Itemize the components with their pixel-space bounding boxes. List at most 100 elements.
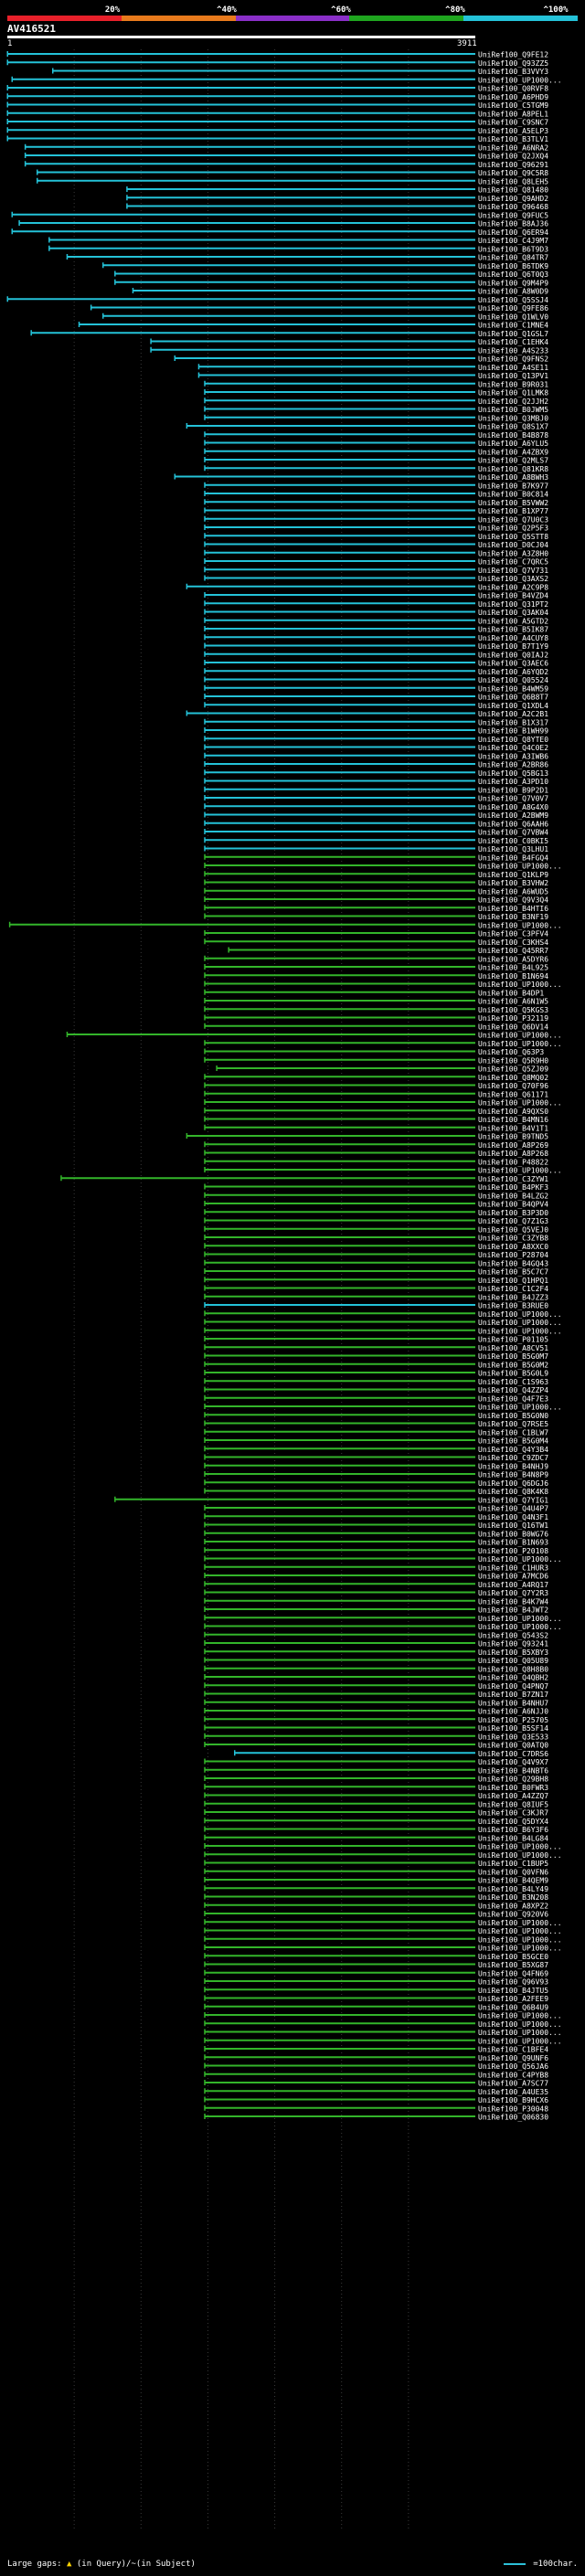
hit-row[interactable]: UniRef100_B3RUE0 bbox=[204, 1302, 548, 1310]
hit-row[interactable]: UniRef100_UP1000... bbox=[204, 1167, 562, 1175]
hit-label[interactable]: UniRef100_Q70F96 bbox=[478, 1082, 548, 1090]
hit-row[interactable]: UniRef100_Q4ZZP4 bbox=[204, 1386, 548, 1394]
hit-label[interactable]: UniRef100_UP1000... bbox=[478, 2029, 562, 2037]
hit-label[interactable]: UniRef100_UP1000... bbox=[478, 2037, 562, 2045]
hit-row[interactable]: UniRef100_A4ZZQ7 bbox=[204, 1792, 548, 1800]
hit-label[interactable]: UniRef100_B4JZZ3 bbox=[478, 1293, 548, 1301]
hit-row[interactable]: UniRef100_Q9FNS2 bbox=[174, 355, 548, 364]
hit-label[interactable]: UniRef100_Q1XDL4 bbox=[478, 702, 548, 710]
hit-label[interactable]: UniRef100_Q4F7E3 bbox=[478, 1394, 548, 1403]
hit-row[interactable]: UniRef100_B4JZZ3 bbox=[204, 1293, 548, 1301]
hit-label[interactable]: UniRef100_A4SE11 bbox=[478, 364, 548, 372]
hit-row[interactable]: UniRef100_B1XP77 bbox=[204, 507, 548, 515]
hit-row[interactable]: UniRef100_B4DP1 bbox=[204, 989, 544, 997]
hit-row[interactable]: UniRef100_A2BR86 bbox=[204, 761, 548, 769]
hit-row[interactable]: UniRef100_A4SE11 bbox=[197, 364, 548, 372]
hit-label[interactable]: UniRef100_A8XXC0 bbox=[478, 1243, 548, 1251]
hit-row[interactable]: UniRef100_Q3MBJ0 bbox=[204, 414, 548, 422]
hit-label[interactable]: UniRef100_C3KJR7 bbox=[478, 1809, 548, 1818]
hit-row[interactable]: UniRef100_Q0RVF8 bbox=[6, 85, 548, 93]
hit-row[interactable]: UniRef100_A2FEE9 bbox=[204, 1995, 548, 2003]
hit-label[interactable]: UniRef100_Q4PNQ7 bbox=[478, 1682, 548, 1691]
hit-label[interactable]: UniRef100_Q06830 bbox=[478, 2114, 548, 2122]
hit-label[interactable]: UniRef100_Q9FE86 bbox=[478, 304, 548, 313]
hit-label[interactable]: UniRef100_A6NRA2 bbox=[478, 143, 548, 152]
hit-label[interactable]: UniRef100_Q7Z1G3 bbox=[478, 1217, 548, 1225]
hit-label[interactable]: UniRef100_A8G4X0 bbox=[478, 803, 548, 811]
hit-label[interactable]: UniRef100_C5TGM9 bbox=[478, 101, 548, 110]
hit-row[interactable]: UniRef100_B4JTU5 bbox=[204, 1987, 548, 1995]
hit-label[interactable]: UniRef100_Q920V6 bbox=[478, 1911, 548, 1919]
hit-label[interactable]: UniRef100_B3RUE0 bbox=[478, 1302, 548, 1310]
hit-label[interactable]: UniRef100_A8CV51 bbox=[478, 1344, 548, 1352]
hit-label[interactable]: UniRef100_C3PFV4 bbox=[478, 930, 548, 938]
hit-label[interactable]: UniRef100_C0BKI5 bbox=[478, 837, 548, 845]
hit-label[interactable]: UniRef100_UP1000... bbox=[478, 1615, 562, 1623]
hit-row[interactable]: UniRef100_UP1000... bbox=[204, 1945, 562, 1953]
hit-label[interactable]: UniRef100_A6N1W5 bbox=[478, 998, 548, 1006]
hit-row[interactable]: UniRef100_P30048 bbox=[204, 2104, 548, 2113]
hit-row[interactable]: UniRef100_C5TGM9 bbox=[6, 101, 548, 110]
hit-label[interactable]: UniRef100_P30048 bbox=[478, 2104, 548, 2113]
hit-row[interactable]: UniRef100_Q2P5F3 bbox=[204, 525, 548, 533]
hit-label[interactable]: UniRef100_Q6AAH6 bbox=[478, 820, 548, 828]
hit-row[interactable]: UniRef100_B4LZG2 bbox=[204, 1192, 548, 1200]
hit-label[interactable]: UniRef100_A2C2B1 bbox=[478, 710, 548, 718]
hit-label[interactable]: UniRef100_B4NHJ9 bbox=[478, 1462, 548, 1470]
hit-row[interactable]: UniRef100_P01105 bbox=[204, 1336, 548, 1344]
hit-label[interactable]: UniRef100_C1C2F4 bbox=[478, 1285, 548, 1293]
hit-row[interactable]: UniRef100_Q81480 bbox=[126, 186, 548, 195]
hit-label[interactable]: UniRef100_B0JWM5 bbox=[478, 406, 548, 414]
hit-row[interactable]: UniRef100_A8BWH3 bbox=[174, 473, 548, 482]
hit-label[interactable]: UniRef100_UP1000... bbox=[478, 1167, 562, 1175]
hit-row[interactable]: UniRef100_A9QXS0 bbox=[204, 1108, 548, 1116]
hit-row[interactable]: UniRef100_Q8S1X7 bbox=[186, 423, 548, 431]
hit-row[interactable]: UniRef100_Q7V731 bbox=[204, 567, 548, 575]
hit-label[interactable]: UniRef100_B4LY49 bbox=[478, 1885, 548, 1893]
hit-label[interactable]: UniRef100_Q9FUC5 bbox=[478, 211, 548, 219]
hit-label[interactable]: UniRef100_C4PYB8 bbox=[478, 2071, 548, 2079]
hit-label[interactable]: UniRef100_Q56JA6 bbox=[478, 2062, 548, 2071]
hit-row[interactable]: UniRef100_B5XBY3 bbox=[204, 1648, 548, 1657]
hit-row[interactable]: UniRef100_B0JWM5 bbox=[204, 406, 548, 414]
hit-label[interactable]: UniRef100_B5G0M7 bbox=[478, 1352, 548, 1361]
hit-row[interactable]: UniRef100_B4FGQ4 bbox=[204, 853, 548, 862]
hit-row[interactable]: UniRef100_Q5VEJ0 bbox=[204, 1225, 548, 1234]
hit-row[interactable]: UniRef100_C9ZDC7 bbox=[204, 1454, 548, 1462]
hit-label[interactable]: UniRef100_C3ZYB8 bbox=[478, 1235, 548, 1243]
hit-label[interactable]: UniRef100_Q8IUF5 bbox=[478, 1800, 548, 1808]
hit-row[interactable]: UniRef100_Q05U89 bbox=[204, 1657, 548, 1665]
hit-row[interactable]: UniRef100_Q543S2 bbox=[204, 1631, 548, 1639]
hit-row[interactable]: UniRef100_Q3AK04 bbox=[204, 609, 548, 617]
hit-row[interactable]: UniRef100_B9HCX6 bbox=[204, 2096, 548, 2104]
hit-row[interactable]: UniRef100_Q8YTE0 bbox=[204, 736, 548, 744]
hit-row[interactable]: UniRef100_C7QRC5 bbox=[204, 558, 548, 567]
hit-label[interactable]: UniRef100_Q3MBJ0 bbox=[478, 414, 548, 422]
hit-row[interactable]: UniRef100_Q5R9H0 bbox=[204, 1056, 548, 1065]
hit-label[interactable]: UniRef100_A8BWH3 bbox=[478, 473, 548, 482]
hit-row[interactable]: UniRef100_B5IK87 bbox=[204, 626, 548, 634]
hit-label[interactable]: UniRef100_Q1HPQ1 bbox=[478, 1277, 548, 1285]
hit-label[interactable]: UniRef100_B0WG76 bbox=[478, 1530, 548, 1538]
hit-label[interactable]: UniRef100_B6T9D3 bbox=[478, 245, 548, 253]
hit-row[interactable]: UniRef100_B3P3D0 bbox=[204, 1209, 548, 1217]
hit-label[interactable]: UniRef100_Q05U89 bbox=[478, 1657, 548, 1665]
hit-row[interactable]: UniRef100_B0WG76 bbox=[204, 1530, 548, 1538]
hit-label[interactable]: UniRef100_D0CJ04 bbox=[478, 541, 548, 549]
hit-row[interactable]: UniRef100_C0BKI5 bbox=[204, 837, 548, 845]
hit-label[interactable]: UniRef100_A4CUY8 bbox=[478, 634, 548, 642]
hit-row[interactable]: UniRef100_A2C2B1 bbox=[186, 710, 548, 718]
hit-label[interactable]: UniRef100_Q8LEH5 bbox=[478, 177, 548, 186]
hit-row[interactable]: UniRef100_B3NF19 bbox=[204, 913, 548, 921]
hit-row[interactable]: UniRef100_Q3E533 bbox=[204, 1733, 548, 1741]
hit-label[interactable]: UniRef100_Q6B8T7 bbox=[478, 694, 548, 702]
hit-label[interactable]: UniRef100_B4DP1 bbox=[478, 989, 544, 997]
hit-row[interactable]: UniRef100_B7K977 bbox=[204, 482, 548, 490]
hit-label[interactable]: UniRef100_Q3AEC6 bbox=[478, 660, 548, 668]
hit-label[interactable]: UniRef100_A3IWB6 bbox=[478, 752, 548, 760]
hit-row[interactable]: UniRef100_Q2JJH2 bbox=[204, 398, 548, 406]
hit-row[interactable]: UniRef100_UP1000... bbox=[204, 1919, 562, 1927]
hit-row[interactable]: UniRef100_A3IWB6 bbox=[204, 752, 548, 760]
hit-row[interactable]: UniRef100_Q7V0V7 bbox=[204, 795, 548, 803]
hit-label[interactable]: UniRef100_B4V1T1 bbox=[478, 1124, 548, 1132]
